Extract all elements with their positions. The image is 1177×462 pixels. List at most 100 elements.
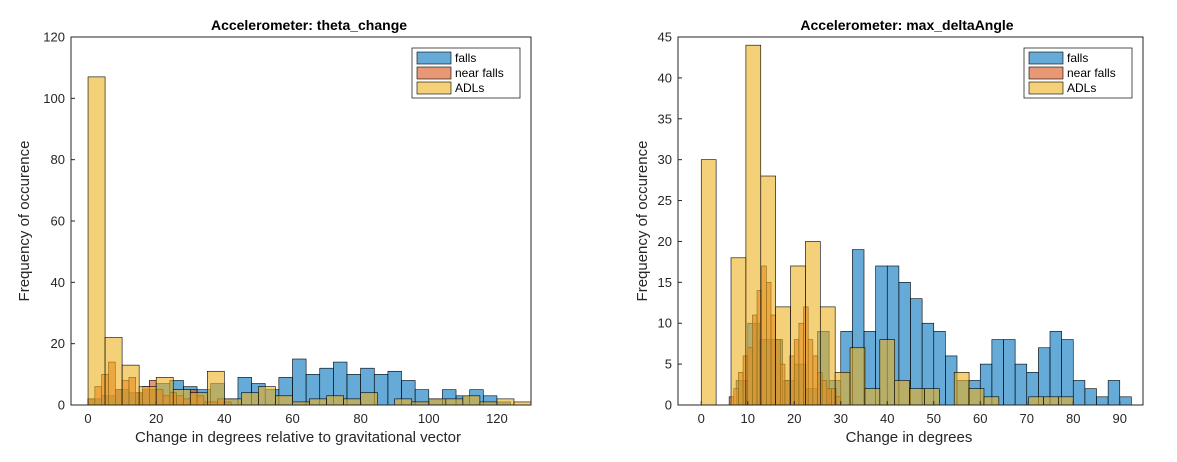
histogram-bar-falls bbox=[1014, 363, 1028, 406]
y-tick-label: 5 bbox=[665, 357, 672, 372]
histogram-bar-ADLs bbox=[924, 388, 940, 406]
histogram-bar-ADLs bbox=[172, 389, 191, 406]
histogram-bar-falls bbox=[1084, 388, 1097, 406]
histogram-bar-ADLs bbox=[864, 388, 881, 406]
histogram-bar-ADLs bbox=[953, 371, 970, 406]
x-tick-label: 60 bbox=[285, 411, 299, 426]
histogram-bar-ADLs bbox=[121, 364, 140, 406]
histogram-bar-ADLs bbox=[343, 398, 361, 406]
bars-layer bbox=[700, 44, 1132, 406]
histogram-bar-ADLs bbox=[138, 386, 157, 406]
x-tick-label: 80 bbox=[353, 411, 367, 426]
x-tick-label: 40 bbox=[217, 411, 231, 426]
legend-label: falls bbox=[455, 51, 476, 65]
histogram-bar-falls bbox=[1038, 347, 1051, 406]
x-tick-label: 50 bbox=[927, 411, 941, 426]
x-tick-label: 0 bbox=[698, 411, 705, 426]
histogram-bar-falls bbox=[1119, 396, 1132, 406]
x-tick-label: 20 bbox=[149, 411, 163, 426]
axes-box bbox=[677, 36, 1144, 406]
plot-max-delta-angle: Accelerometer: max_deltaAngle 0 10 20 30 40 5… bbox=[634, 17, 1144, 446]
histogram-bar-ADLs bbox=[326, 395, 344, 406]
x-tick-label: 40 bbox=[880, 411, 894, 426]
ticks-layer: 0 10 20 30 40 50 60 70 80 90 0 5 10 15 20 25 30 35 40 45 bbox=[658, 30, 1127, 427]
histogram-bar-ADLs bbox=[189, 392, 208, 406]
y-tick-label: 30 bbox=[658, 152, 672, 167]
y-tick-label: 15 bbox=[658, 275, 672, 290]
histogram-bar-falls bbox=[1107, 380, 1121, 406]
legend-swatch bbox=[1028, 66, 1064, 80]
x-tick-label: 90 bbox=[1113, 411, 1127, 426]
histogram-bar-ADLs bbox=[87, 76, 106, 406]
y-tick-label: 45 bbox=[658, 30, 672, 45]
y-tick-label: 0 bbox=[58, 398, 65, 413]
x-axis-label: Change in degrees bbox=[846, 429, 973, 446]
y-tick-label: 40 bbox=[658, 70, 672, 85]
histogram-bar-ADLs bbox=[309, 398, 327, 406]
legend-swatch bbox=[416, 51, 452, 65]
histogram-bar-falls bbox=[1049, 331, 1062, 406]
histogram-bar-ADLs bbox=[104, 337, 123, 406]
legend-swatch bbox=[416, 81, 452, 95]
histogram-bar-ADLs bbox=[745, 44, 762, 406]
y-tick-label: 0 bbox=[665, 398, 672, 413]
x-tick-label: 100 bbox=[418, 411, 440, 426]
x-tick-label: 10 bbox=[741, 411, 755, 426]
legend-swatch bbox=[1028, 51, 1064, 65]
y-tick-label: 20 bbox=[51, 336, 65, 351]
histogram-bar-ADLs bbox=[496, 398, 515, 406]
histogram-bar-falls bbox=[991, 339, 1004, 406]
histogram-bar-ADLs bbox=[894, 380, 910, 406]
legend-swatch bbox=[1028, 81, 1064, 95]
histogram-bar-ADLs bbox=[1058, 396, 1074, 406]
y-tick-label: 100 bbox=[43, 91, 65, 106]
histogram-bar-ADLs bbox=[775, 306, 791, 406]
histogram-bar-falls bbox=[1003, 339, 1016, 406]
y-tick-label: 20 bbox=[658, 234, 672, 249]
y-tick-label: 80 bbox=[51, 152, 65, 167]
x-tick-label: 120 bbox=[486, 411, 508, 426]
histogram-bar-ADLs bbox=[968, 388, 985, 406]
histogram-bar-ADLs bbox=[790, 265, 806, 406]
histogram-bar-ADLs bbox=[428, 398, 447, 406]
legend-swatch bbox=[416, 66, 452, 80]
bars-layer bbox=[87, 76, 532, 406]
legend-label: near falls bbox=[1067, 66, 1116, 80]
histogram-bar-ADLs bbox=[462, 395, 481, 406]
y-axis-label: Frequency of occurence bbox=[16, 141, 33, 302]
ticks-layer: 0 20 40 60 80 100 120 0 20 40 60 80 100 120 bbox=[43, 30, 507, 427]
legend-label: near falls bbox=[455, 66, 504, 80]
y-tick-label: 40 bbox=[51, 275, 65, 290]
histogram-bar-ADLs bbox=[700, 159, 717, 406]
histogram-bar-falls bbox=[1096, 396, 1109, 406]
chart-title: Accelerometer: theta_change bbox=[211, 17, 407, 33]
histogram-bar-ADLs bbox=[805, 241, 821, 406]
histogram-bar-ADLs bbox=[834, 371, 851, 406]
x-tick-label: 70 bbox=[1020, 411, 1034, 426]
histogram-bar-ADLs bbox=[879, 339, 895, 406]
x-axis-label: Change in degrees relative to gravitatio… bbox=[135, 429, 461, 446]
x-tick-label: 60 bbox=[973, 411, 987, 426]
chart-title: Accelerometer: max_deltaAngle bbox=[800, 17, 1013, 33]
histogram-bar-ADLs bbox=[241, 392, 259, 406]
x-tick-label: 20 bbox=[787, 411, 801, 426]
y-tick-label: 25 bbox=[658, 193, 672, 208]
y-tick-label: 60 bbox=[51, 214, 65, 229]
histogram-bar-ADLs bbox=[983, 396, 1000, 406]
histogram-bar-ADLs bbox=[730, 257, 747, 406]
histogram-bar-ADLs bbox=[258, 386, 276, 406]
x-tick-label: 30 bbox=[834, 411, 848, 426]
y-tick-label: 120 bbox=[43, 30, 65, 45]
histogram-bar-ADLs bbox=[909, 388, 925, 406]
legend-label: falls bbox=[1067, 51, 1088, 65]
histogram-bar-falls bbox=[1061, 339, 1074, 406]
y-axis-label: Frequency of occurence bbox=[634, 141, 651, 302]
histogram-bar-ADLs bbox=[360, 392, 378, 406]
histogram-bar-ADLs bbox=[1043, 396, 1059, 406]
histogram-bar-ADLs bbox=[224, 398, 242, 406]
histogram-bar-ADLs bbox=[445, 398, 464, 406]
y-tick-label: 35 bbox=[658, 111, 672, 126]
histogram-bar-ADLs bbox=[394, 398, 413, 406]
